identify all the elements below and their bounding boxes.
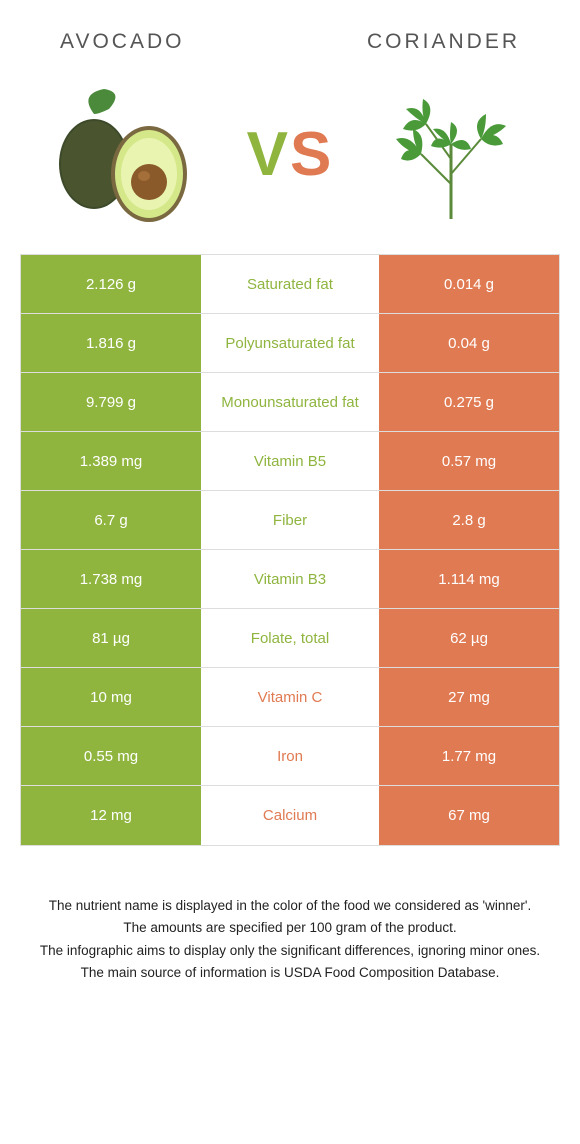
table-row: 6.7 gFiber2.8 g [21,491,559,550]
right-value: 0.014 g [379,255,559,313]
nutrient-label: Monounsaturated fat [201,373,379,431]
left-value: 12 mg [21,786,201,845]
table-row: 0.55 mgIron1.77 mg [21,727,559,786]
food-title-left: Avocado [60,30,184,54]
right-value: 67 mg [379,786,559,845]
right-value: 0.57 mg [379,432,559,490]
left-value: 10 mg [21,668,201,726]
left-value: 9.799 g [21,373,201,431]
nutrient-label: Vitamin C [201,668,379,726]
header: Avocado Coriander [0,0,580,64]
right-value: 1.114 mg [379,550,559,608]
avocado-image [49,84,209,224]
nutrient-label: Saturated fat [201,255,379,313]
left-value: 6.7 g [21,491,201,549]
footer-line: The amounts are specified per 100 gram o… [30,918,550,938]
table-row: 9.799 gMonounsaturated fat0.275 g [21,373,559,432]
footer-notes: The nutrient name is displayed in the co… [0,846,580,1005]
table-row: 10 mgVitamin C27 mg [21,668,559,727]
left-value: 2.126 g [21,255,201,313]
left-value: 1.389 mg [21,432,201,490]
nutrient-label: Vitamin B5 [201,432,379,490]
left-value: 0.55 mg [21,727,201,785]
nutrient-label: Vitamin B3 [201,550,379,608]
footer-line: The nutrient name is displayed in the co… [30,896,550,916]
table-row: 1.389 mgVitamin B50.57 mg [21,432,559,491]
vs-v: V [247,120,290,189]
left-value: 81 µg [21,609,201,667]
food-title-right: Coriander [367,30,520,54]
table-row: 1.816 gPolyunsaturated fat0.04 g [21,314,559,373]
left-value: 1.816 g [21,314,201,372]
footer-line: The infographic aims to display only the… [30,941,550,961]
coriander-image [371,84,531,224]
right-value: 1.77 mg [379,727,559,785]
right-value: 27 mg [379,668,559,726]
footer-line: The main source of information is USDA F… [30,963,550,983]
vs-label: VS [247,119,334,190]
vs-s: S [290,120,333,189]
hero: VS [0,64,580,254]
comparison-table: 2.126 gSaturated fat0.014 g1.816 gPolyun… [20,254,560,846]
table-row: 12 mgCalcium67 mg [21,786,559,845]
nutrient-label: Fiber [201,491,379,549]
nutrient-label: Polyunsaturated fat [201,314,379,372]
table-row: 81 µgFolate, total62 µg [21,609,559,668]
nutrient-label: Calcium [201,786,379,845]
right-value: 62 µg [379,609,559,667]
nutrient-label: Iron [201,727,379,785]
left-value: 1.738 mg [21,550,201,608]
nutrient-label: Folate, total [201,609,379,667]
table-row: 2.126 gSaturated fat0.014 g [21,255,559,314]
right-value: 0.275 g [379,373,559,431]
right-value: 0.04 g [379,314,559,372]
table-row: 1.738 mgVitamin B31.114 mg [21,550,559,609]
right-value: 2.8 g [379,491,559,549]
